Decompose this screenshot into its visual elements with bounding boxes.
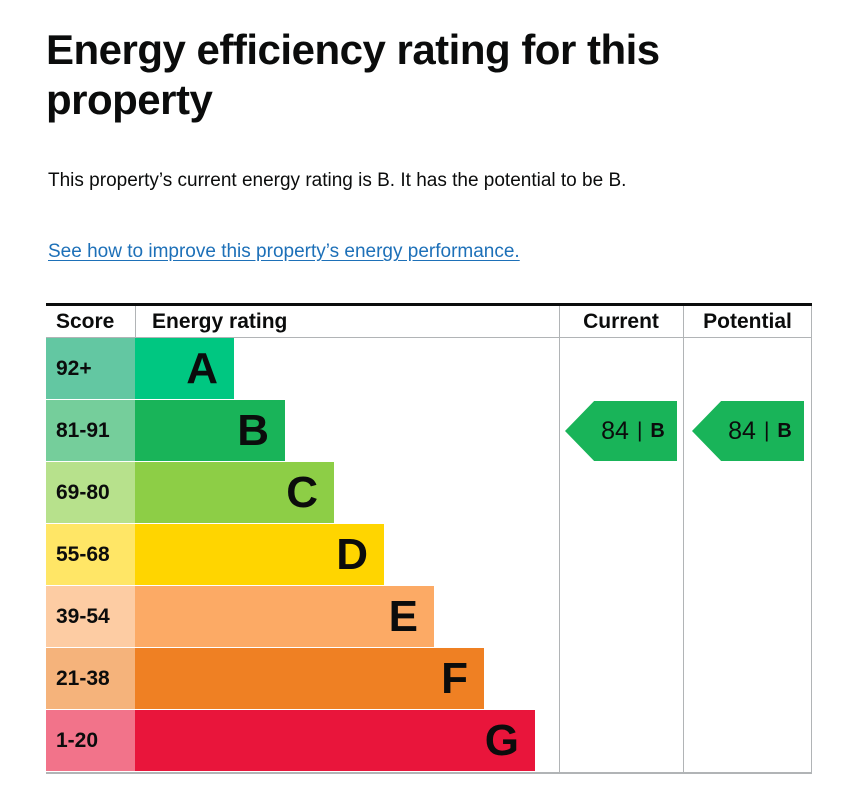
band-score-cell: 81-91 xyxy=(46,400,135,461)
band-bar: G xyxy=(135,710,535,771)
current-rating-band: B xyxy=(650,419,665,442)
potential-rating-band: B xyxy=(777,419,792,442)
band-row: 92+ A xyxy=(46,338,812,400)
band-letter: E xyxy=(388,591,418,641)
chart-body: 92+ A 81-91 B 69-80 C 55-68 D 39-54 E 21-38 F 1-20 G xyxy=(46,338,812,772)
current-rating-value: 84 xyxy=(601,416,629,445)
band-bar: D xyxy=(135,524,384,585)
potential-rating-value: 84 xyxy=(728,416,756,445)
band-bar: A xyxy=(135,338,234,399)
band-bar: E xyxy=(135,586,434,647)
band-bar: F xyxy=(135,648,484,709)
band-row: 39-54 E xyxy=(46,586,812,648)
energy-rating-chart: Score Energy rating Current Potential 92… xyxy=(46,303,812,774)
chart-header-row: Score Energy rating Current Potential xyxy=(46,306,812,338)
column-header-energy-rating: Energy rating xyxy=(152,309,288,333)
column-header-score: Score xyxy=(56,309,115,333)
column-header-current: Current xyxy=(583,309,659,333)
band-score-cell: 21-38 xyxy=(46,648,135,709)
current-column-divider xyxy=(559,306,560,772)
arrow-divider: | xyxy=(763,419,770,442)
band-row: 1-20 G xyxy=(46,710,812,772)
improve-performance-link[interactable]: See how to improve this property’s energ… xyxy=(48,241,520,262)
band-score-cell: 69-80 xyxy=(46,462,135,523)
band-score-cell: 92+ xyxy=(46,338,135,399)
band-letter: C xyxy=(286,467,318,517)
band-row: 81-91 B xyxy=(46,400,812,462)
band-bar: C xyxy=(135,462,334,523)
summary-text: This property’s current energy rating is… xyxy=(48,170,627,191)
arrow-divider: | xyxy=(636,419,643,442)
band-letter: F xyxy=(441,653,468,703)
band-letter: G xyxy=(484,715,519,765)
band-letter: B xyxy=(237,405,269,455)
score-column-divider xyxy=(135,306,136,337)
column-header-potential: Potential xyxy=(703,309,792,333)
potential-column-divider xyxy=(683,306,684,772)
band-bar: B xyxy=(135,400,285,461)
band-row: 55-68 D xyxy=(46,524,812,586)
band-letter: A xyxy=(186,343,218,393)
band-row: 21-38 F xyxy=(46,648,812,710)
band-score-cell: 1-20 xyxy=(46,710,135,771)
page-title: Energy efficiency rating for this proper… xyxy=(46,26,660,123)
table-right-border xyxy=(811,306,812,772)
band-score-cell: 55-68 xyxy=(46,524,135,585)
band-letter: D xyxy=(336,529,368,579)
band-score-cell: 39-54 xyxy=(46,586,135,647)
band-row: 69-80 C xyxy=(46,462,812,524)
